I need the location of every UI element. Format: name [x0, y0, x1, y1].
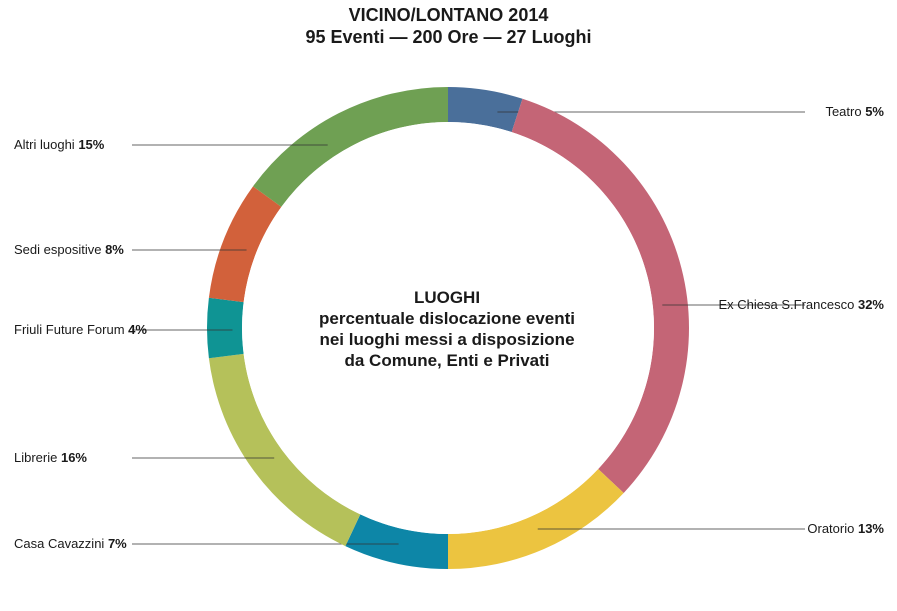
center-caption-line3: nei luoghi messi a disposizione: [319, 330, 575, 349]
label-teatro: Teatro 5%: [825, 104, 884, 119]
label-name: Friuli Future Forum: [14, 322, 128, 337]
label-librerie: Librerie 16%: [14, 450, 87, 465]
label-value: 8%: [105, 242, 124, 257]
center-caption-line4: da Comune, Enti e Privati: [344, 351, 550, 370]
label-altri-luoghi: Altri luoghi 15%: [14, 137, 105, 152]
label-casa-cavazzini: Casa Cavazzini 7%: [14, 536, 127, 551]
slice-casa-cavazzini: [345, 514, 448, 569]
label-sedi-espositive: Sedi espositive 8%: [14, 242, 124, 257]
chart-title-line1: VICINO/LONTANO 2014: [348, 5, 549, 25]
label-value: 7%: [108, 536, 127, 551]
label-name: Teatro: [825, 104, 865, 119]
label-value: 32%: [858, 297, 884, 312]
label-friuli-future-forum: Friuli Future Forum 4%: [14, 322, 147, 337]
label-name: Ex Chiesa S.Francesco: [719, 297, 858, 312]
label-oratorio: Oratorio 13%: [807, 521, 884, 536]
slice-ex-chiesa-s-francesco: [511, 98, 689, 493]
label-value: 15%: [78, 137, 104, 152]
slice-oratorio: [448, 469, 624, 569]
center-caption: LUOGHI percentuale dislocazione eventi n…: [247, 287, 647, 371]
label-name: Altri luoghi: [14, 137, 78, 152]
slice-friuli-future-forum: [207, 297, 244, 359]
center-caption-line1: LUOGHI: [413, 288, 481, 307]
label-value: 4%: [128, 322, 147, 337]
chart-title: VICINO/LONTANO 2014 95 Eventi — 200 Ore …: [0, 4, 897, 48]
center-caption-line2: percentuale dislocazione eventi: [318, 309, 576, 328]
slice-sedi-espositive: [208, 186, 282, 303]
label-ex-chiesa-s-francesco: Ex Chiesa S.Francesco 32%: [719, 297, 885, 312]
chart-title-line2: 95 Eventi — 200 Ore — 27 Luoghi: [305, 27, 592, 47]
donut-hole: [242, 122, 654, 534]
label-value: 5%: [865, 104, 884, 119]
slice-teatro: [448, 87, 523, 133]
slice-altri-luoghi: [253, 87, 448, 207]
label-name: Librerie: [14, 450, 61, 465]
label-name: Casa Cavazzini: [14, 536, 108, 551]
slice-librerie: [208, 353, 361, 547]
label-value: 16%: [61, 450, 87, 465]
label-value: 13%: [858, 521, 884, 536]
label-name: Oratorio: [807, 521, 858, 536]
label-name: Sedi espositive: [14, 242, 105, 257]
